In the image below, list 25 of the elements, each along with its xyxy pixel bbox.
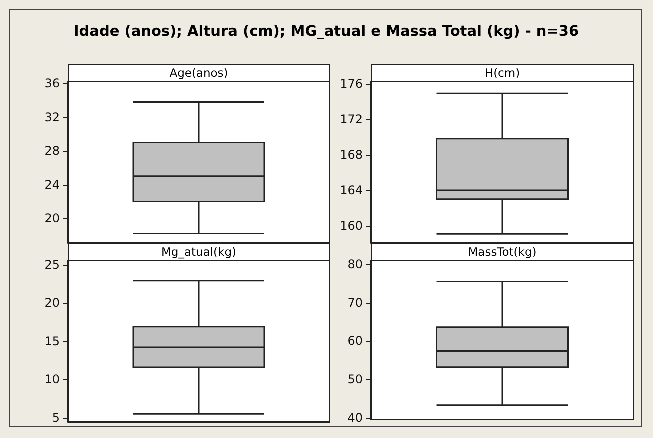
chart-title: H(cm) xyxy=(371,64,634,83)
y-tick-label: 160 xyxy=(340,219,363,234)
y-tick-label: 10 xyxy=(44,372,60,387)
y-tick-label: 20 xyxy=(44,212,60,226)
y-tick-label: 40 xyxy=(348,411,363,425)
y-tick-label: 80 xyxy=(348,257,363,272)
y-tick-label: 25 xyxy=(44,258,60,272)
y-tick-label: 24 xyxy=(44,178,60,192)
y-tick-label: 32 xyxy=(44,110,60,124)
y-tick-label: 60 xyxy=(348,334,363,348)
chart-title: Mg_atual(kg) xyxy=(68,243,330,262)
y-tick-label: 176 xyxy=(340,76,363,91)
chart-title: Age(anos) xyxy=(68,64,330,83)
y-tick-label: 164 xyxy=(340,184,363,198)
y-tick-label: 28 xyxy=(44,144,60,158)
y-tick-label: 168 xyxy=(340,148,363,162)
chart-title: MassTot(kg) xyxy=(371,243,634,262)
y-tick-label: 70 xyxy=(348,296,363,310)
y-tick-label: 36 xyxy=(44,76,60,91)
y-tick-label: 15 xyxy=(44,334,60,348)
y-tick-label: 20 xyxy=(44,296,60,310)
y-tick-label: 172 xyxy=(340,112,363,126)
y-tick-label: 5 xyxy=(52,411,60,425)
text: Idade (anos); Altura (cm); MG_atual e Massa Total (kg) - n=36 xyxy=(72,24,580,40)
y-tick-label: 50 xyxy=(348,372,363,387)
